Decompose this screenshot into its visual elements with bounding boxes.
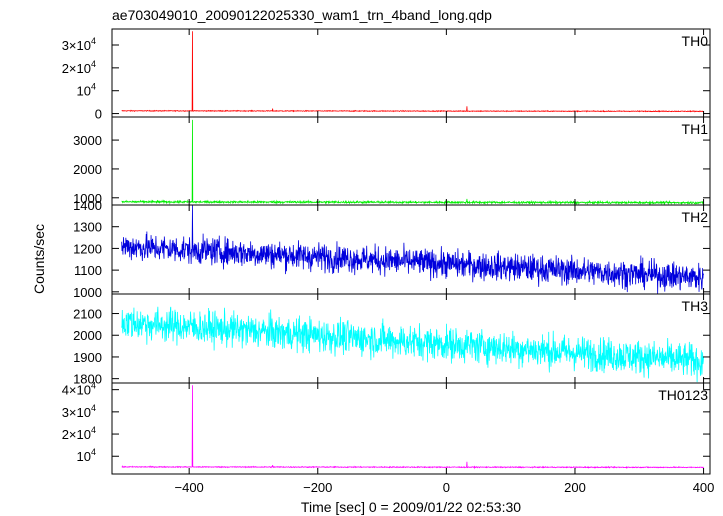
y-tick-label-mantissa: 1000 [73, 285, 102, 300]
x-axis-label: Time [sec] 0 = 2009/01/22 02:53:30 [301, 499, 521, 515]
y-tick-label-mantissa: 1800 [73, 372, 102, 387]
series-line-th0123 [121, 385, 704, 470]
y-tick-label-exponent: 4 [91, 403, 96, 413]
y-tick-label-exponent: 4 [91, 82, 96, 92]
y-tick-label: 2000 [73, 328, 102, 343]
y-tick-label-exponent: 4 [91, 59, 96, 69]
y-tick-label-mantissa: 2000 [73, 162, 102, 177]
y-tick-label: 2×104 [62, 59, 96, 76]
series-line-th0 [121, 31, 704, 113]
band-label-th2: TH2 [682, 209, 709, 225]
panel-th2: 1000 1100 1200 1300 1400 TH2 [73, 198, 711, 300]
y-tick-label-mantissa: 1100 [74, 263, 102, 278]
x-tick-label: 400 [693, 480, 715, 495]
y-tick-label-mantissa: 1300 [73, 220, 102, 235]
y-tick-label-mantissa: 2×10 [62, 427, 91, 442]
y-tick-label: 2100 [73, 307, 102, 322]
panel-th1: 1000 2000 3000 TH1 [73, 116, 711, 206]
y-tick-label-mantissa: 1400 [73, 198, 102, 213]
y-tick-label-exponent: 4 [91, 425, 96, 435]
y-tick-label: 0 [95, 107, 102, 122]
y-tick-label-mantissa: 0 [95, 107, 102, 122]
y-tick-label-mantissa: 1900 [73, 350, 102, 365]
panel-frame [111, 116, 711, 206]
y-tick-label: 1100 [74, 263, 102, 278]
band-label-th0123: TH0123 [658, 387, 708, 403]
series-line-th2 [121, 205, 704, 294]
y-tick-label-mantissa: 1200 [73, 241, 102, 256]
series-line-th1 [121, 119, 704, 205]
panel-frame [111, 382, 711, 475]
y-tick-label: 1200 [73, 241, 102, 256]
y-tick-label-exponent: 4 [91, 381, 96, 391]
y-tick-label-mantissa: 3×10 [62, 38, 91, 53]
band-label-th1: TH1 [682, 121, 709, 137]
x-axis-ticks: −400 −200 0 200 400 [175, 480, 715, 495]
y-tick-label: 3×104 [62, 36, 96, 53]
y-tick-label-mantissa: 3000 [73, 133, 102, 148]
y-tick-label-mantissa: 4×10 [62, 383, 91, 398]
x-tick-label: −400 [175, 480, 204, 495]
y-tick-label: 1400 [73, 198, 102, 213]
panel-frame [111, 28, 711, 118]
y-tick-label: 104 [77, 82, 96, 99]
y-tick-label-mantissa: 1000 [73, 191, 102, 206]
x-tick-label: 200 [564, 480, 586, 495]
y-tick-label-mantissa: 3×10 [62, 405, 91, 420]
chart-title: ae703049010_20090122025330_wam1_trn_4ban… [112, 7, 492, 23]
band-label-th0: TH0 [682, 33, 709, 49]
band-label-th3: TH3 [682, 298, 709, 314]
y-tick-label: 3000 [73, 133, 102, 148]
y-tick-label-exponent: 4 [91, 36, 96, 46]
x-tick-label: 0 [443, 480, 450, 495]
series-line-th3 [121, 306, 704, 383]
y-tick-label: 2×104 [62, 425, 96, 442]
y-tick-label: 1000 [73, 191, 102, 206]
y-tick-label: 1300 [73, 220, 102, 235]
panel-th3: 1800 1900 2000 2100 TH3 [73, 293, 711, 387]
y-tick-label: 4×104 [62, 381, 96, 398]
y-tick-label-exponent: 4 [91, 447, 96, 457]
y-tick-label: 1000 [73, 285, 102, 300]
y-axis-label: Counts/sec [31, 224, 47, 294]
y-tick-label: 3×104 [62, 403, 96, 420]
y-tick-label: 2000 [73, 162, 102, 177]
x-tick-label: −200 [303, 480, 332, 495]
y-tick-label: 104 [77, 447, 96, 464]
y-tick-label: 1800 [73, 372, 102, 387]
y-tick-label-mantissa: 2000 [73, 328, 102, 343]
y-tick-label-mantissa: 2100 [73, 307, 102, 322]
y-tick-label-mantissa: 2×10 [62, 61, 91, 76]
y-tick-label: 1900 [73, 350, 102, 365]
y-tick-label-mantissa: 10 [77, 84, 91, 99]
y-tick-label-mantissa: 10 [77, 449, 91, 464]
